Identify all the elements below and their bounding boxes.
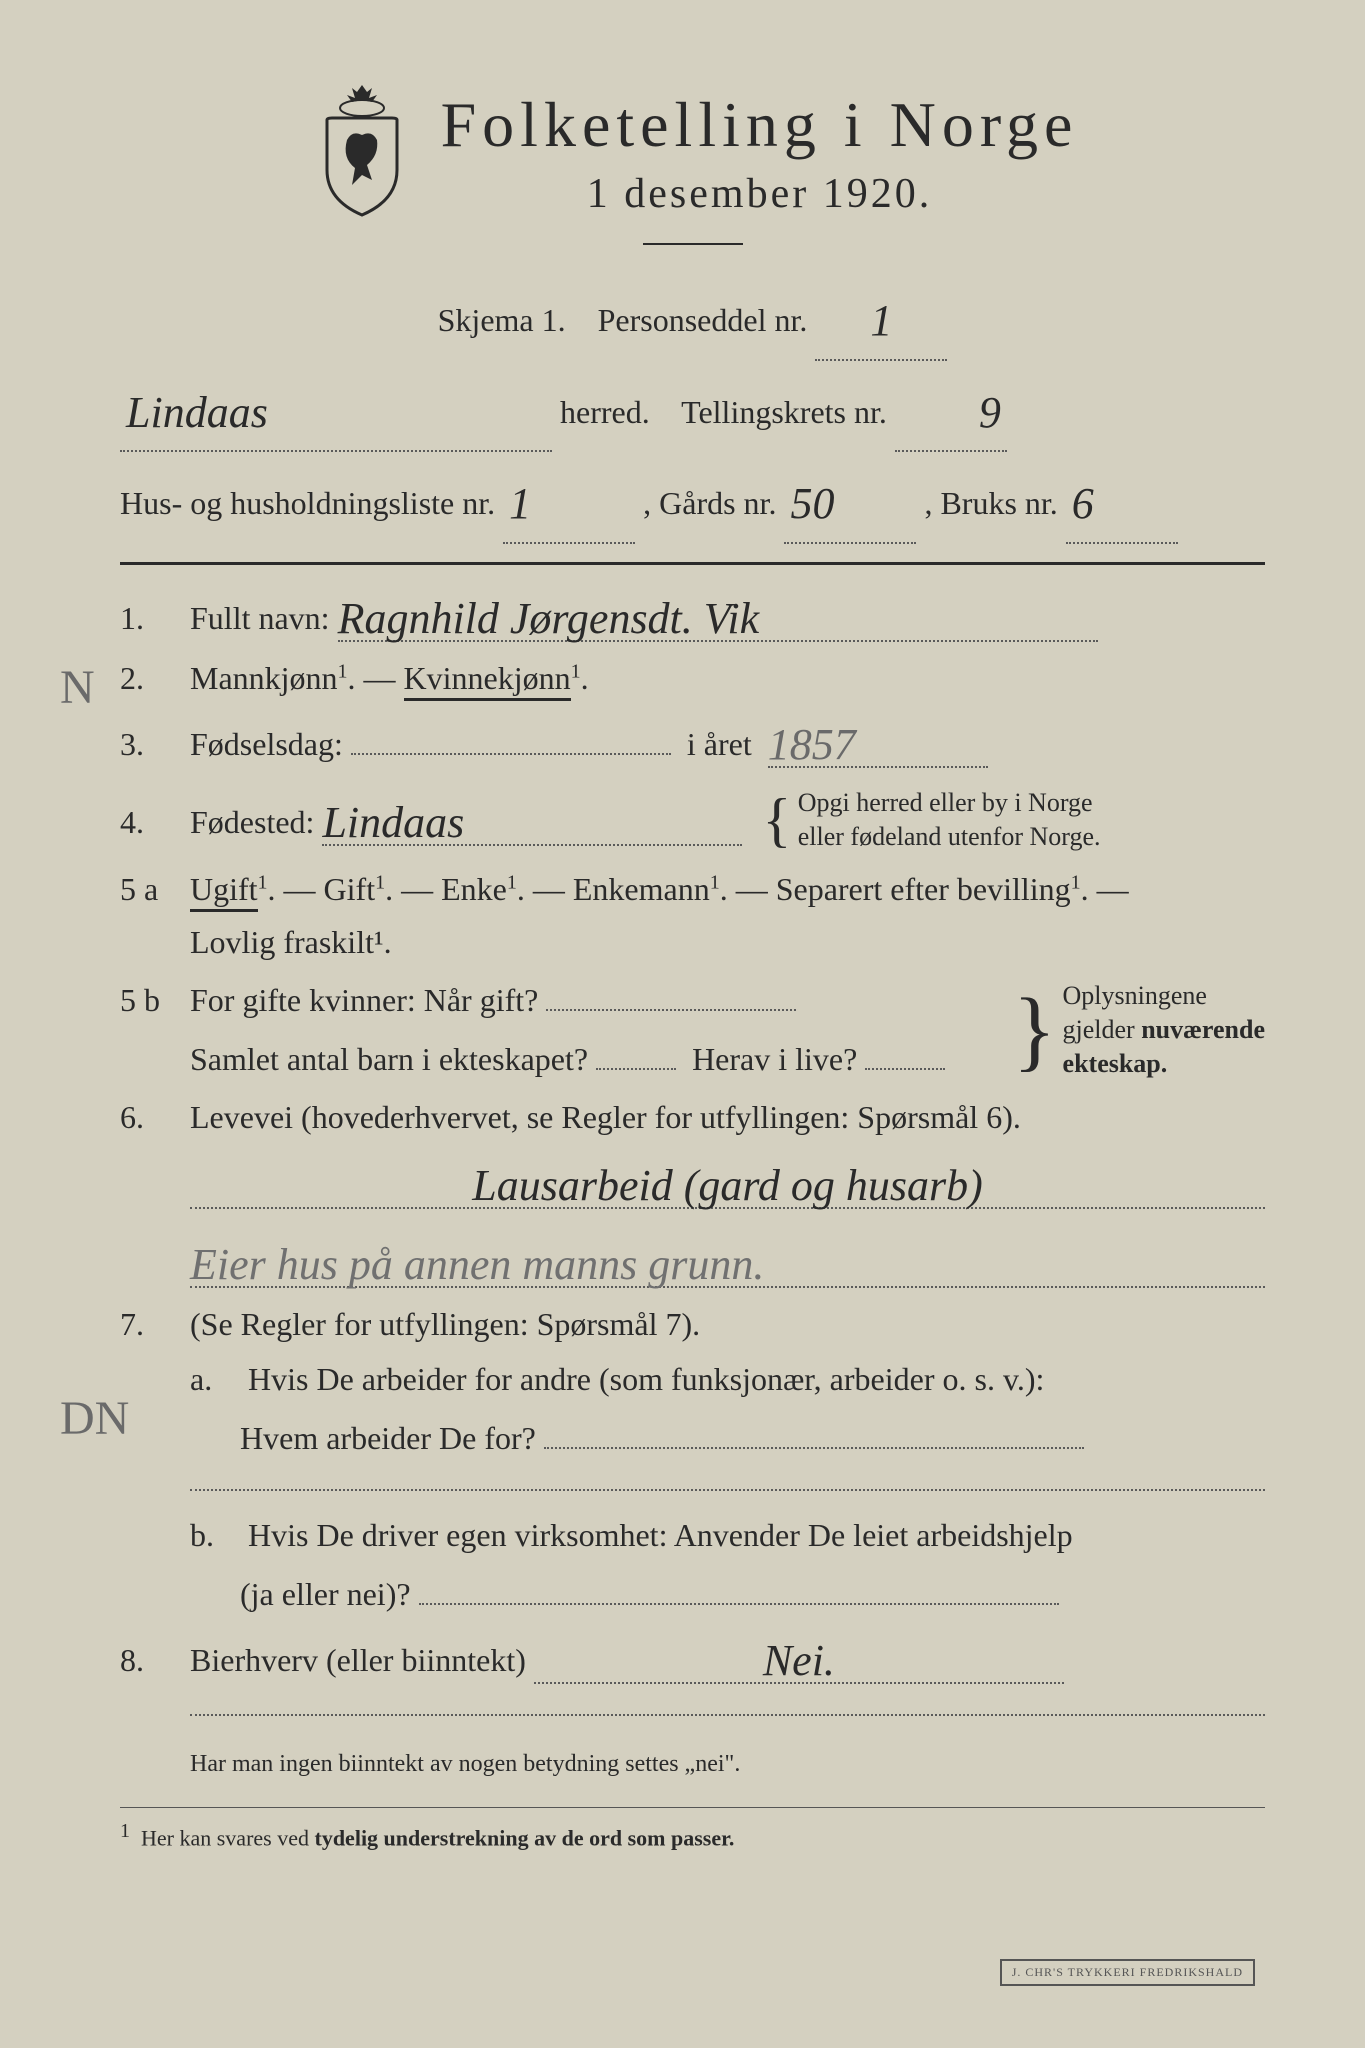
herred-line: Lindaas herred. Tellingskrets nr. 9 bbox=[120, 367, 1265, 453]
q7-margin-mark: DN bbox=[60, 1391, 129, 1446]
hus-line: Hus- og husholdningsliste nr. 1 , Gårds … bbox=[120, 458, 1265, 544]
form-id-line: Skjema 1. Personseddel nr. 1 bbox=[120, 275, 1265, 361]
q6: 6. Levevei (hovederhvervet, se Regler fo… bbox=[120, 1099, 1265, 1288]
q5a-num: 5 a bbox=[120, 871, 190, 908]
skjema-label: Skjema 1. bbox=[438, 302, 566, 338]
gards-label: , Gårds nr. bbox=[643, 485, 776, 521]
q7-label: (Se Regler for utfyllingen: Spørsmål 7). bbox=[190, 1306, 700, 1342]
divider-thick bbox=[120, 562, 1265, 565]
q2-num: 2. bbox=[120, 660, 190, 697]
q6-label: Levevei (hovederhvervet, se Regler for u… bbox=[190, 1099, 1021, 1135]
hus-label: Hus- og husholdningsliste nr. bbox=[120, 485, 495, 521]
printer-stamp: J. CHR'S TRYKKERI FREDRIKSHALD bbox=[1000, 1959, 1255, 1986]
bottom-note: Har man ingen biinntekt av nogen betydni… bbox=[190, 1742, 1265, 1788]
tellingskrets-value: 9 bbox=[979, 388, 1001, 437]
q4: 4. Fødested: Lindaas { Opgi herred eller… bbox=[120, 786, 1265, 854]
q6-num: 6. bbox=[120, 1099, 190, 1136]
herred-label: herred. bbox=[560, 394, 650, 430]
q7a-q: Hvem arbeider De for? bbox=[240, 1420, 536, 1456]
q7a: DN a. Hvis De arbeider for andre (som fu… bbox=[120, 1361, 1265, 1499]
q5b-label3: Herav i live? bbox=[692, 1041, 857, 1077]
q5b-label1: For gifte kvinner: Når gift? bbox=[190, 982, 538, 1018]
q5b: 5 b For gifte kvinner: Når gift? Samlet … bbox=[120, 979, 1265, 1080]
footnote: 1 Her kan svares ved tydelig understrekn… bbox=[120, 1807, 1265, 1851]
q4-value: Lindaas bbox=[322, 798, 464, 847]
header: Folketelling i Norge 1 desember 1920. bbox=[120, 80, 1265, 245]
bruks-value: 6 bbox=[1072, 479, 1094, 528]
q6-value2: Eier hus på annen manns grunn. bbox=[190, 1240, 764, 1289]
q7b-q: (ja eller nei)? bbox=[240, 1576, 411, 1612]
q3-label: Fødselsdag: bbox=[190, 726, 343, 762]
q6-value1: Lausarbeid (gard og husarb) bbox=[472, 1161, 983, 1210]
q2: N 2. Mannkjønn1. — Kvinnekjønn1. bbox=[120, 660, 1265, 697]
q5b-label2: Samlet antal barn i ekteskapet? bbox=[190, 1041, 588, 1077]
q3: 3. Fødselsdag: i året 1857 bbox=[120, 715, 1265, 768]
q1: 1. Fullt navn: Ragnhild Jørgensdt. Vik bbox=[120, 589, 1265, 642]
q7b-num: b. bbox=[190, 1517, 240, 1554]
q1-label: Fullt navn: bbox=[190, 600, 330, 636]
census-form-page: Folketelling i Norge 1 desember 1920. Sk… bbox=[0, 0, 1365, 2048]
personseddel-value: 1 bbox=[870, 296, 892, 345]
q8-num: 8. bbox=[120, 1642, 190, 1679]
q8-value: Nei. bbox=[763, 1636, 835, 1685]
q2-margin-mark: N bbox=[60, 660, 95, 715]
q1-value: Ragnhild Jørgensdt. Vik bbox=[338, 594, 760, 643]
q8: 8. Bierhverv (eller biinntekt) Nei. bbox=[120, 1631, 1265, 1724]
page-title: Folketelling i Norge bbox=[441, 88, 1079, 162]
q3-num: 3. bbox=[120, 726, 190, 763]
q1-num: 1. bbox=[120, 600, 190, 637]
bruks-label: , Bruks nr. bbox=[924, 485, 1057, 521]
q7a-num: a. bbox=[190, 1361, 240, 1398]
divider bbox=[643, 243, 743, 245]
q7b-label: Hvis De driver egen virksomhet: Anvender… bbox=[248, 1517, 1073, 1553]
tellingskrets-label: Tellingskrets nr. bbox=[681, 394, 887, 430]
coat-of-arms-icon bbox=[307, 80, 417, 225]
q5a-ugift: Ugift bbox=[190, 871, 258, 912]
q5b-note: } Oplysningene gjelder nuværende ekteska… bbox=[1013, 979, 1265, 1080]
q5a-line2: Lovlig fraskilt¹. bbox=[190, 924, 1265, 961]
q2-male: Mannkjønn bbox=[190, 660, 338, 696]
q2-female: Kvinnekjønn bbox=[404, 660, 571, 701]
q3-year: 1857 bbox=[768, 720, 856, 769]
q7-num: 7. bbox=[120, 1306, 190, 1343]
q5b-num: 5 b bbox=[120, 982, 190, 1019]
q4-num: 4. bbox=[120, 804, 190, 841]
personseddel-label: Personseddel nr. bbox=[598, 302, 808, 338]
herred-value: Lindaas bbox=[126, 388, 268, 437]
q7a-label: Hvis De arbeider for andre (som funksjon… bbox=[248, 1361, 1044, 1397]
q7: 7. (Se Regler for utfyllingen: Spørsmål … bbox=[120, 1306, 1265, 1343]
q3-mid: i året bbox=[687, 726, 752, 762]
q5a: 5 a Ugift1. — Gift1. — Enke1. — Enkemann… bbox=[120, 871, 1265, 961]
gards-value: 50 bbox=[790, 479, 834, 528]
page-subtitle: 1 desember 1920. bbox=[441, 170, 1079, 218]
q8-label: Bierhverv (eller biinntekt) bbox=[190, 1642, 526, 1678]
hus-value: 1 bbox=[509, 479, 531, 528]
q4-note: { Opgi herred eller by i Norge eller fød… bbox=[762, 786, 1100, 854]
q7b: b. Hvis De driver egen virksomhet: Anven… bbox=[120, 1517, 1265, 1613]
q4-label: Fødested: bbox=[190, 804, 314, 840]
